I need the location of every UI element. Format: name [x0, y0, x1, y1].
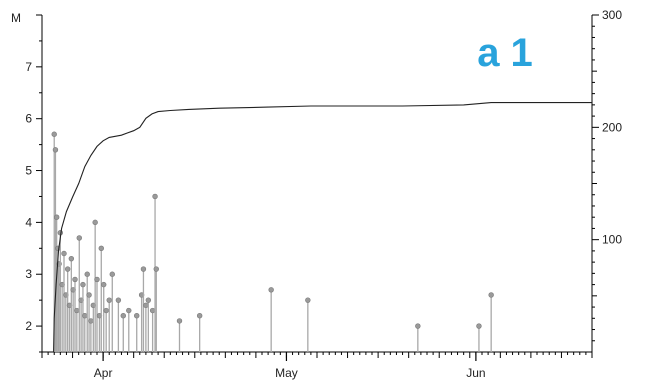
event-marker-43: [196, 313, 203, 319]
event-marker-15: [76, 235, 82, 241]
event-marker-27: [101, 281, 107, 288]
x-month-label-May: May: [275, 366, 298, 380]
event-marker-18: [82, 313, 88, 319]
panel-label: a 1: [477, 31, 533, 75]
event-marker-42: [176, 318, 183, 324]
event-marker-40: [152, 193, 158, 200]
event-marker-31: [115, 297, 122, 303]
event-marker-37: [143, 302, 149, 309]
event-marker-19: [84, 271, 90, 277]
left-axis-unit-label: M: [11, 11, 21, 25]
left-tick-label-2: 2: [25, 319, 32, 333]
event-marker-36: [140, 266, 147, 272]
event-marker-7: [61, 250, 67, 257]
event-marker-29: [106, 297, 112, 303]
event-marker-17: [80, 281, 86, 288]
event-marker-47: [476, 323, 482, 329]
event-marker-23: [92, 219, 98, 226]
event-marker-11: [68, 255, 75, 262]
x-month-label-Apr: Apr: [94, 366, 113, 380]
event-marker-24: [94, 276, 100, 283]
event-marker-20: [86, 292, 92, 298]
event-stems: [51, 131, 494, 352]
x-month-label-Jun: Jun: [466, 366, 485, 380]
event-marker-21: [88, 318, 94, 324]
right-tick-label-300: 300: [602, 8, 622, 22]
event-marker-46: [415, 323, 421, 329]
event-marker-28: [103, 307, 109, 314]
event-marker-41: [153, 266, 159, 272]
event-marker-9: [64, 266, 71, 272]
event-marker-34: [134, 313, 140, 319]
event-marker-26: [98, 245, 104, 252]
event-marker-0: [51, 131, 57, 137]
event-marker-44: [268, 287, 274, 293]
left-tick-label-5: 5: [25, 164, 32, 178]
left-tick-label-4: 4: [25, 215, 32, 229]
left-axis: 2 3 4 5 6 7: [25, 14, 42, 353]
x-axis: Apr May Jun: [41, 352, 593, 380]
event-marker-48: [488, 292, 494, 298]
event-marker-30: [109, 271, 115, 277]
right-axis: 100 200 300: [592, 8, 622, 342]
right-tick-label-200: 200: [602, 120, 622, 134]
left-tick-label-7: 7: [25, 60, 32, 74]
event-marker-13: [72, 276, 78, 283]
cumulative-line-group: [53, 102, 592, 353]
cumulative-line: [53, 102, 592, 353]
event-marker-45: [305, 297, 311, 303]
right-tick-label-100: 100: [602, 233, 622, 247]
event-marker-39: [149, 307, 156, 314]
event-marker-14: [74, 307, 80, 314]
left-tick-label-6: 6: [25, 112, 32, 126]
left-tick-label-3: 3: [25, 267, 32, 281]
event-marker-33: [126, 307, 132, 314]
event-marker-1: [52, 147, 59, 153]
event-marker-38: [145, 297, 152, 303]
event-marker-32: [120, 313, 126, 319]
event-marker-2: [53, 214, 60, 220]
